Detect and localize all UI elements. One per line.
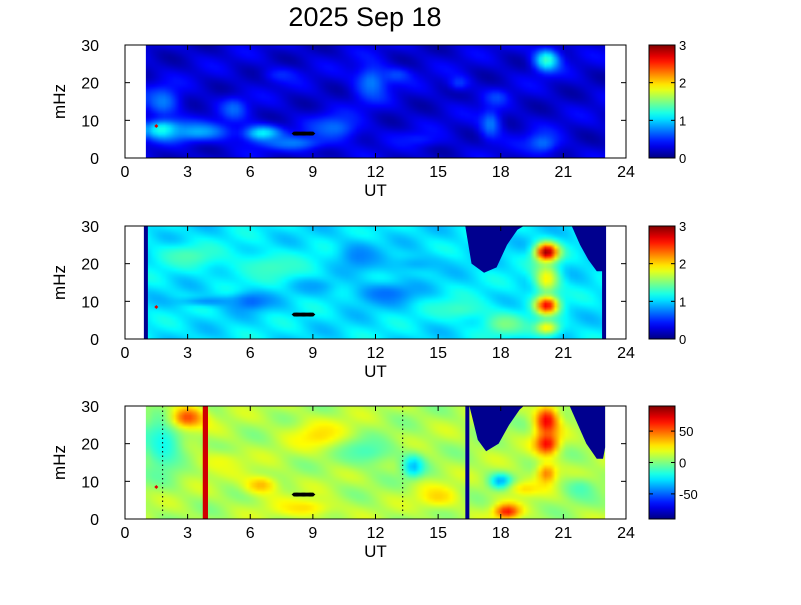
x-tick-label: 6: [246, 525, 255, 542]
colorbar-tick-label: 1: [679, 294, 686, 309]
x-tick-label: 15: [429, 164, 447, 181]
colorbar-tick-label: 0: [679, 151, 686, 166]
heatmap-image: [145, 226, 606, 339]
y-tick-label: 30: [81, 219, 99, 236]
edge-line-1: [143, 226, 148, 339]
x-tick-label: 18: [492, 164, 510, 181]
y-tick-label: 10: [81, 474, 99, 491]
x-tick-label: 15: [429, 525, 447, 542]
x-tick-label: 12: [367, 164, 385, 181]
x-axis-label: UT: [364, 542, 387, 561]
x-axis-label: UT: [364, 181, 387, 200]
y-tick-label: 30: [81, 38, 99, 55]
x-tick-label: 21: [554, 345, 572, 362]
edge-line-1: [465, 406, 470, 519]
y-tick-label: 10: [81, 294, 99, 311]
x-tick-label: 15: [429, 345, 447, 362]
heatmap-image: [145, 406, 606, 519]
x-tick-label: 24: [617, 345, 635, 362]
y-tick-label: 0: [90, 332, 99, 349]
x-tick-label: 0: [121, 525, 130, 542]
colorbar-tick-label: 1: [679, 113, 686, 128]
x-tick-label: 0: [121, 345, 130, 362]
x-tick-label: 24: [617, 525, 635, 542]
colorbar-tick-label: 3: [679, 38, 686, 53]
stripe-1: [202, 406, 208, 519]
colorbar-tick-label: 3: [679, 219, 686, 234]
mask-region-1: [465, 226, 524, 273]
colorbar-tick-label: 2: [679, 76, 686, 91]
y-tick-label: 0: [90, 151, 99, 168]
x-tick-label: 21: [554, 164, 572, 181]
x-tick-label: 12: [367, 525, 385, 542]
x-tick-label: 6: [246, 164, 255, 181]
x-tick-label: 6: [246, 345, 255, 362]
colorbar: [648, 44, 676, 159]
y-axis-label: mHz: [50, 445, 69, 480]
y-axis-label: mHz: [50, 84, 69, 119]
colorbar-tick-label: -50: [679, 487, 698, 502]
x-tick-label: 12: [367, 345, 385, 362]
event-marker: [310, 131, 316, 136]
mask-region-2: [571, 226, 606, 272]
y-tick-label: 20: [81, 437, 99, 454]
colorbar-tick-label: 0: [679, 332, 686, 347]
x-tick-label: 9: [308, 525, 317, 542]
x-tick-label: 3: [183, 345, 192, 362]
colorbar-tick-label: 0: [679, 456, 686, 471]
y-tick-label: 20: [81, 76, 99, 93]
x-tick-label: 3: [183, 164, 192, 181]
colorbar-tick-label: 2: [679, 257, 686, 272]
y-tick-label: 0: [90, 512, 99, 529]
event-marker: [310, 492, 316, 497]
panel-3: 0 3 6 9 12 15 18 21 24 0 10 20 30 UT mHz 50 0 -50: [50, 399, 698, 561]
x-tick-label: 3: [183, 525, 192, 542]
y-tick-label: 20: [81, 257, 99, 274]
mask-region-2: [569, 406, 606, 459]
edge-line-2: [602, 226, 607, 339]
x-tick-label: 18: [492, 345, 510, 362]
red-event-marker: [154, 484, 159, 489]
colorbar: [648, 225, 676, 340]
heatmap-image: [145, 45, 606, 158]
x-tick-label: 9: [308, 345, 317, 362]
y-axis-label: mHz: [50, 265, 69, 300]
colorbar: [648, 405, 676, 520]
y-tick-label: 10: [81, 113, 99, 130]
red-event-marker: [154, 123, 159, 128]
x-tick-label: 0: [121, 164, 130, 181]
event-marker: [310, 312, 316, 317]
mask-region-1: [469, 406, 524, 452]
x-tick-label: 9: [308, 164, 317, 181]
x-tick-label: 21: [554, 525, 572, 542]
y-tick-label: 30: [81, 399, 99, 416]
figure-title: 2025 Sep 18: [288, 2, 442, 32]
x-axis-label: UT: [364, 362, 387, 381]
x-tick-label: 18: [492, 525, 510, 542]
red-event-marker: [154, 304, 159, 309]
x-tick-label: 24: [617, 164, 635, 181]
colorbar-tick-label: 50: [679, 424, 693, 439]
